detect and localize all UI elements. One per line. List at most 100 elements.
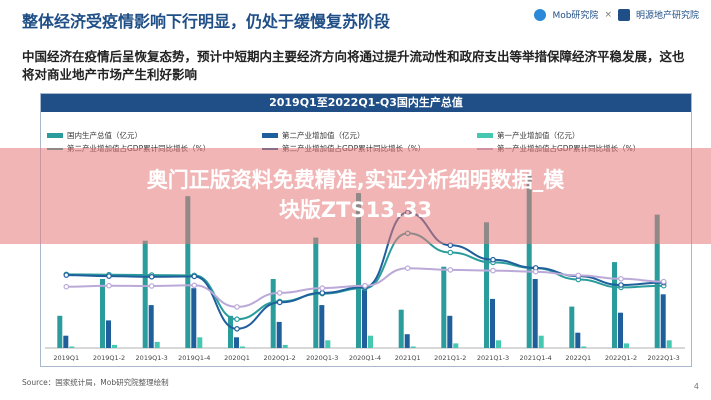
line-point xyxy=(276,299,283,306)
legend-row: 国内生产总值（亿元） 第二产业增加值（亿元） 第一产业增加值（亿元） xyxy=(47,129,687,142)
bar-mark xyxy=(484,222,489,348)
bar-mark xyxy=(270,279,276,348)
slide-title: 整体经济受疫情影响下行明显，仍处于缓慢复苏阶段 xyxy=(22,12,391,31)
line-point xyxy=(63,283,70,290)
bar-mark xyxy=(148,305,154,348)
x-tick-label: 2021Q1-3 xyxy=(477,354,509,362)
line-point xyxy=(106,282,112,289)
line-point xyxy=(191,282,198,289)
banner-line-1: 奥门正版资料免费精准,实证分析细明数据_模 xyxy=(146,168,565,192)
bar-mark xyxy=(57,315,63,348)
line-point xyxy=(148,274,155,280)
line-point xyxy=(234,326,240,332)
line-point xyxy=(447,249,454,256)
legend-swatch xyxy=(47,133,63,138)
bar-mark xyxy=(154,341,160,348)
bar-mark xyxy=(410,346,416,348)
bar-mark xyxy=(319,305,325,348)
page-number: 4 xyxy=(693,382,699,391)
line-point xyxy=(319,285,326,291)
x-tick-label: 2022Q1-2 xyxy=(605,354,637,362)
source-note: Source：国家统计局，Mob研究院整理绘制 xyxy=(22,378,169,387)
bar-mark xyxy=(538,335,544,348)
bar-mark xyxy=(325,340,331,348)
x-tick-label: 2019Q1 xyxy=(53,354,79,362)
line-point xyxy=(404,265,411,272)
x-tick-label: 2020Q1 xyxy=(224,354,250,362)
legend-label: 国内生产总值（亿元） xyxy=(67,131,142,140)
legend-item: 国内生产总值（亿元） xyxy=(47,130,257,141)
bar-mark xyxy=(356,193,361,348)
logo-right-text: 明源地产研究院 xyxy=(635,11,699,21)
legend-item: 第一产业增加值（亿元） xyxy=(477,130,687,141)
bar-mark xyxy=(69,346,75,348)
bar-mark xyxy=(197,337,203,348)
bar-mark xyxy=(404,334,410,348)
bar-mark xyxy=(191,288,197,348)
x-tick-label: 2021Q1-4 xyxy=(520,354,552,362)
mob-logo-icon xyxy=(534,8,547,21)
x-tick-label: 2022Q1 xyxy=(565,354,591,362)
bar-mark xyxy=(569,306,575,348)
overlay-banner xyxy=(0,148,711,244)
x-tick-label: 2020Q1-2 xyxy=(264,354,296,362)
legend-item: 第二产业增加值（亿元） xyxy=(262,130,472,141)
line-point xyxy=(532,268,539,275)
bar-mark xyxy=(234,337,239,348)
logo-separator: × xyxy=(604,9,612,20)
legend-swatch xyxy=(477,133,493,138)
bar-mark xyxy=(618,312,623,348)
line-point xyxy=(106,273,112,279)
bar-mark xyxy=(496,340,501,348)
logo-group: Mob研究院 × 明源地产研究院 xyxy=(534,8,699,21)
bar-mark xyxy=(282,344,288,348)
mingyuan-logo-icon xyxy=(617,8,630,21)
bar-mark xyxy=(106,320,111,348)
x-tick-label: 2020Q1-3 xyxy=(306,354,338,362)
legend-swatch xyxy=(262,133,278,138)
line-point xyxy=(148,283,155,289)
bar-mark xyxy=(63,335,69,348)
legend-label: 第一产业增加值（亿元） xyxy=(497,131,580,140)
bar-mark xyxy=(612,262,617,348)
x-tick-label: 2021Q1-2 xyxy=(434,354,466,362)
line-point xyxy=(575,272,582,279)
bar-mark xyxy=(362,289,367,348)
line-point xyxy=(362,282,368,289)
x-tick-label: 2019Q1-2 xyxy=(93,354,125,362)
bar-mark xyxy=(398,309,404,348)
overlay-banner-text: 奥门正版资料免费精准,实证分析细明数据_模 块版ZTS13.33 xyxy=(20,165,691,225)
banner-line-2: 块版ZTS13.33 xyxy=(278,198,433,222)
line-point xyxy=(191,273,198,280)
bar-mark xyxy=(441,266,447,348)
x-tick-label: 2022Q1-3 xyxy=(648,354,680,362)
logo-left-text: Mob研究院 xyxy=(552,11,599,21)
legend-label: 第二产业增加值（亿元） xyxy=(282,131,365,140)
bar-mark xyxy=(526,173,532,348)
chart-plot: 2019Q1 2019Q1-2 2019Q1-3 2019Q1-4 2020Q1 2020… xyxy=(45,173,685,362)
bar-mark xyxy=(240,346,245,348)
line-point xyxy=(234,304,240,310)
x-tick-label: 2021Q1 xyxy=(395,354,421,362)
line-point xyxy=(447,267,454,273)
line-point xyxy=(63,272,70,278)
bar-mark xyxy=(100,279,105,348)
bar-mark xyxy=(276,321,282,348)
bar-mark xyxy=(228,315,233,348)
bar-mark xyxy=(453,343,459,348)
bar-mark xyxy=(368,335,373,348)
line-point xyxy=(618,282,624,288)
bar-mark xyxy=(666,340,672,348)
x-tick-label: 2019Q1-4 xyxy=(178,354,210,362)
bar-mark xyxy=(447,315,453,348)
bar-mark xyxy=(142,240,148,348)
line-point xyxy=(490,256,496,263)
bar-mark xyxy=(112,344,117,348)
x-tick-label: 2020Q1-4 xyxy=(349,354,381,362)
line-point xyxy=(276,290,283,296)
line-point xyxy=(234,316,240,323)
bar-mark xyxy=(185,196,191,348)
bar-mark xyxy=(490,298,495,348)
lead-paragraph: 中国经济在疫情后呈恢复态势，预计中短期内主要经济方向将通过提升流动性和政府支出等… xyxy=(22,49,685,82)
bar-mark xyxy=(624,343,629,348)
